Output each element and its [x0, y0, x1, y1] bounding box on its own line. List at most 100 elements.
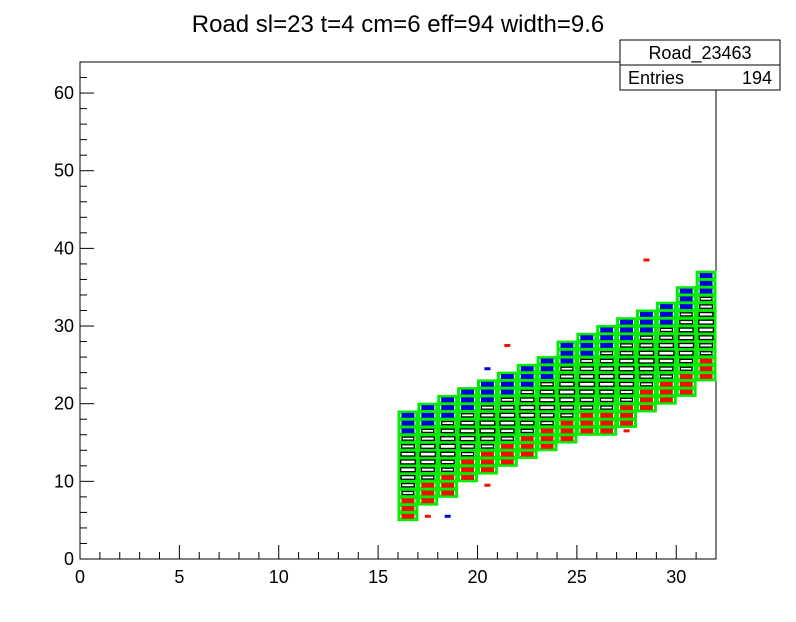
hit-bin [619, 389, 634, 395]
hit-bin [659, 327, 673, 333]
y-tick-label: 10 [54, 471, 74, 491]
hit-bin [421, 490, 435, 496]
y-tick-label: 20 [54, 394, 74, 414]
hit-bin [679, 319, 694, 325]
hit-bin [440, 436, 456, 442]
hit-bin [400, 475, 416, 480]
hit-bin [679, 288, 693, 294]
hit-bin [600, 327, 614, 333]
hit-bin [600, 428, 614, 434]
hit-bin [659, 319, 673, 325]
hit-bin [699, 343, 714, 348]
outlier-hit [464, 398, 471, 402]
hit-bin [399, 459, 416, 465]
hit-bin [539, 389, 555, 395]
hit-bin [618, 366, 635, 372]
hit-bin [519, 404, 536, 411]
hit-bin [539, 404, 555, 411]
road-bin [536, 356, 558, 366]
hit-bin [639, 327, 653, 333]
hit-bin [580, 335, 594, 341]
hit-bin [678, 350, 694, 356]
hit-bin [460, 451, 475, 457]
x-tick-label: 5 [174, 567, 184, 587]
hit-bin [598, 381, 615, 387]
hit-bin [461, 459, 475, 465]
hit-bin [441, 467, 455, 472]
hit-bin [420, 436, 435, 441]
hit-bin [679, 312, 693, 317]
hit-bin [480, 451, 494, 457]
hit-bin [460, 443, 475, 449]
hit-bin [639, 343, 654, 348]
road-bin [616, 317, 637, 328]
x-tick-label: 20 [467, 567, 487, 587]
hit-bin [560, 350, 574, 356]
hit-bin [401, 513, 415, 519]
hit-bin [421, 475, 435, 480]
outlier-hit [643, 258, 650, 262]
hit-bin [560, 436, 574, 442]
hit-bin [678, 327, 694, 333]
hit-bin [678, 342, 695, 349]
hit-bin [421, 428, 435, 434]
hit-bin [539, 397, 555, 403]
outlier-hit [623, 429, 630, 433]
hit-bin [600, 420, 614, 426]
hit-bin [678, 335, 695, 341]
hit-bin [639, 319, 653, 325]
hit-bin [600, 405, 614, 410]
hit-bin [659, 311, 673, 317]
hit-bin [480, 389, 494, 395]
hit-bin [658, 358, 674, 364]
road-bin [556, 340, 578, 351]
y-tick-label: 60 [54, 83, 74, 103]
y-tick-label: 40 [54, 238, 74, 258]
hit-bin [699, 351, 713, 356]
hit-bin [480, 467, 494, 473]
hit-bin [639, 397, 653, 403]
hit-bin [480, 381, 494, 387]
hit-bin [519, 420, 535, 426]
outlier-hit [504, 343, 511, 347]
hit-bin [540, 366, 554, 372]
x-tick-label: 10 [269, 567, 289, 587]
hit-bin [579, 397, 594, 403]
hit-bin [580, 343, 594, 348]
road-bin [477, 379, 498, 390]
stats-box-name: Road_23463 [648, 43, 751, 64]
hit-bin [638, 366, 655, 372]
hit-bin [440, 459, 455, 465]
road-bin [576, 332, 598, 343]
hit-bin [579, 366, 594, 372]
outlier-hit [444, 514, 451, 518]
stats-box: Road_23463 Entries 194 [619, 39, 781, 91]
hit-bin [520, 428, 534, 434]
hit-bin [620, 405, 634, 411]
hit-bin [599, 397, 614, 403]
hit-bin [580, 405, 594, 410]
hit-bin [420, 467, 435, 473]
hit-bin [560, 413, 574, 418]
hit-bin [600, 351, 614, 356]
hit-bin [540, 374, 554, 379]
hit-bin [461, 467, 475, 473]
hit-bin [559, 381, 575, 387]
hit-bin [679, 296, 693, 302]
hit-bin [659, 397, 673, 403]
hit-bin [441, 412, 455, 418]
chart-title: Road sl=23 t=4 cm=6 eff=94 width=9.6 [192, 11, 605, 38]
hit-bin [441, 490, 455, 496]
hit-bin [559, 405, 575, 410]
hit-bin [599, 358, 614, 364]
road-bin [695, 270, 717, 281]
hit-bin [480, 444, 495, 449]
hit-bin [679, 366, 693, 371]
hit-bin [540, 420, 554, 426]
hit-bin [520, 443, 534, 449]
hit-bin [500, 459, 514, 465]
hit-bin [441, 420, 455, 426]
hit-bin [500, 451, 514, 457]
hit-bin [580, 358, 594, 364]
